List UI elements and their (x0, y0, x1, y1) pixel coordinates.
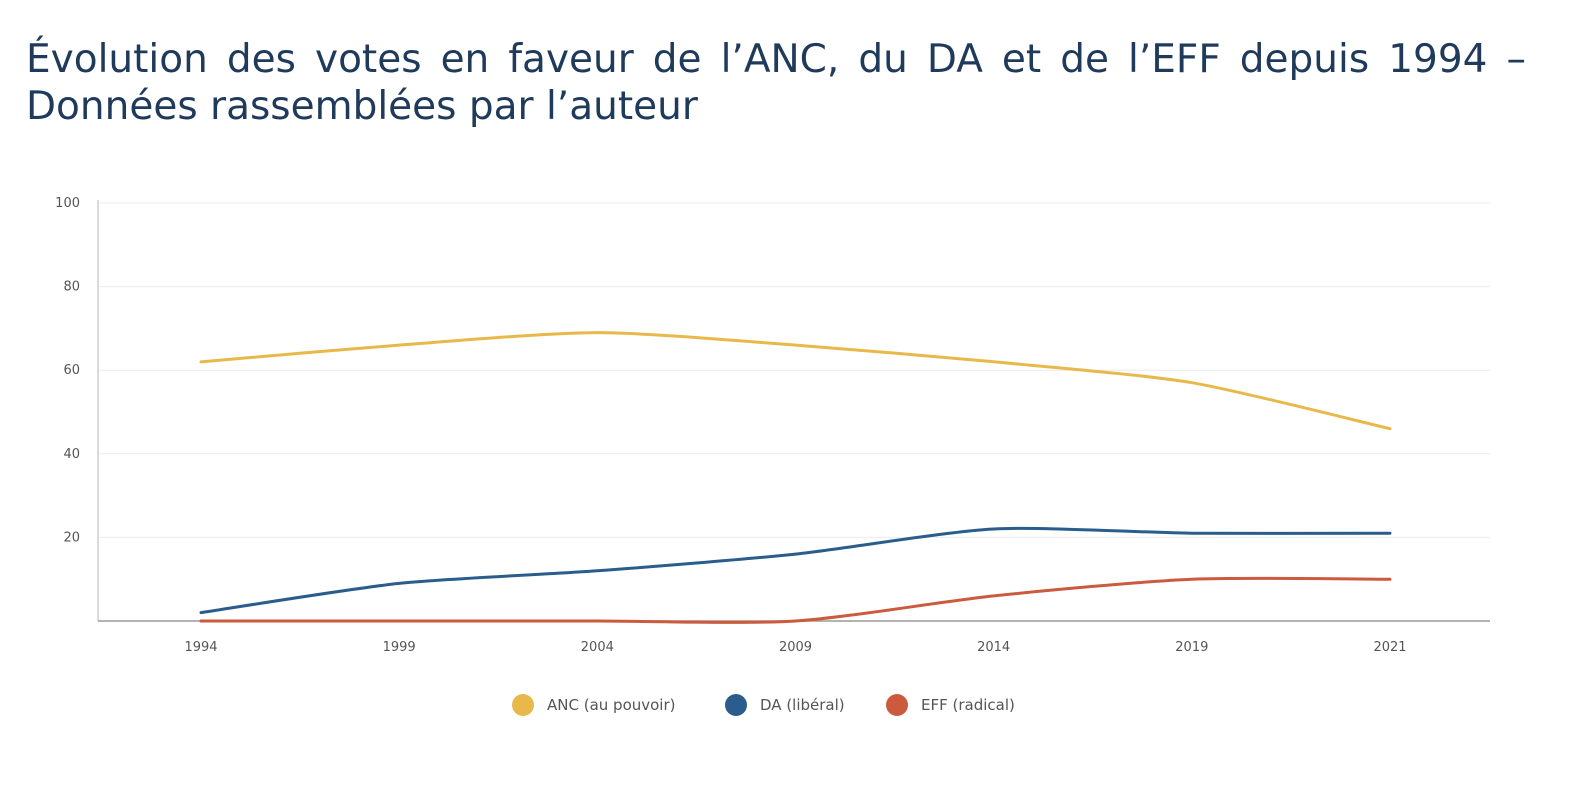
gridlines (98, 202, 1490, 538)
y-tick-labels: 20 40 60 80 100 (55, 196, 80, 545)
x-tick-label: 2009 (779, 640, 812, 655)
y-tick-label: 60 (63, 363, 80, 378)
legend-label: DA (libéral) (760, 696, 845, 714)
x-tick-label: 1994 (184, 640, 217, 655)
y-tick-label: 20 (63, 530, 80, 545)
series-line-3 (199, 576, 1392, 624)
y-tick-label: 100 (55, 196, 80, 211)
page-title: Évolution des votes en faveur de l’ANC, … (26, 37, 1526, 129)
y-tick-label: 80 (63, 280, 80, 295)
x-tick-label: 2004 (581, 640, 614, 655)
series-line-1 (199, 331, 1392, 431)
legend-marker (512, 694, 534, 716)
y-tick-label: 40 (63, 447, 80, 462)
x-tick-label: 2019 (1175, 640, 1208, 655)
axes (97, 200, 1490, 622)
series-lines (199, 331, 1392, 624)
x-tick-label: 2014 (977, 640, 1010, 655)
series-line-2 (199, 526, 1392, 615)
x-tick-label: 2021 (1373, 640, 1406, 655)
legend-label: ANC (au pouvoir) (547, 696, 676, 714)
legend-label: EFF (radical) (921, 696, 1015, 714)
legend-marker (886, 694, 908, 716)
x-tick-labels: 1994 1999 2004 2009 2014 2019 2021 (184, 640, 1406, 655)
legend-marker (725, 694, 747, 716)
x-tick-label: 1999 (383, 640, 416, 655)
legend: ANC (au pouvoir) DA (libéral) EFF (radical… (512, 694, 1015, 716)
